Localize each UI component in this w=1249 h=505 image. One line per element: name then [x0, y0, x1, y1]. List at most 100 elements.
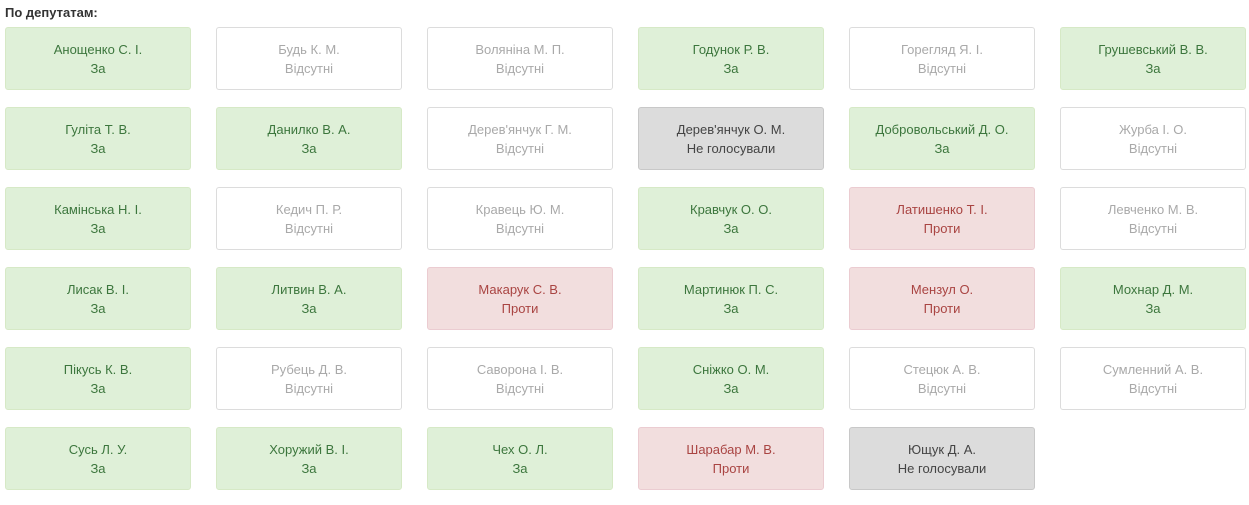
deputy-vote-status: Відсутні: [917, 60, 967, 76]
deputy-vote-status: Проти: [923, 220, 961, 236]
deputy-card: Журба І. О. Відсутні: [1060, 107, 1246, 170]
deputy-card: Левченко М. В. Відсутні: [1060, 187, 1246, 250]
deputy-name: Саворона І. В.: [476, 361, 564, 377]
deputy-card: Горегляд Я. І. Відсутні: [849, 27, 1035, 90]
deputy-card: Сусь Л. У. За: [5, 427, 191, 490]
deputy-name: Ющук Д. А.: [907, 441, 977, 457]
deputy-name: Грушевський В. В.: [1098, 41, 1208, 57]
deputy-card: Грушевський В. В. За: [1060, 27, 1246, 90]
deputy-name: Дерев'янчук Г. М.: [468, 121, 572, 137]
deputy-name: Данилко В. А.: [267, 121, 351, 137]
deputy-name: Мартинюк П. С.: [683, 281, 779, 297]
deputy-vote-status: За: [90, 60, 106, 76]
deputy-name: Камінська Н. І.: [54, 201, 142, 217]
deputy-card: Дерев'янчук О. М. Не голосували: [638, 107, 824, 170]
deputy-name: Гуліта Т. В.: [65, 121, 131, 137]
deputy-name: Кравець Ю. М.: [475, 201, 565, 217]
deputy-vote-status: Відсутні: [284, 380, 334, 396]
deputy-vote-status: За: [723, 300, 739, 316]
deputy-vote-status: За: [90, 460, 106, 476]
deputy-name: Добровольський Д. О.: [875, 121, 1009, 137]
deputy-card: Кравець Ю. М. Відсутні: [427, 187, 613, 250]
deputy-name: Стецюк А. В.: [903, 361, 981, 377]
deputy-name: Кравчук О. О.: [690, 201, 772, 217]
deputy-vote-status: За: [1145, 300, 1161, 316]
deputy-name: Дерев'янчук О. М.: [676, 121, 786, 137]
deputy-name: Анощенко С. І.: [53, 41, 143, 57]
deputy-card: Анощенко С. І. За: [5, 27, 191, 90]
section-heading: По депутатам:: [5, 5, 98, 20]
deputy-vote-status: За: [934, 140, 950, 156]
deputy-card: Стецюк А. В. Відсутні: [849, 347, 1035, 410]
deputy-card: Литвин В. А. За: [216, 267, 402, 330]
deputy-vote-status: Відсутні: [284, 220, 334, 236]
deputy-name: Воляніна М. П.: [475, 41, 565, 57]
deputy-card: Мартинюк П. С. За: [638, 267, 824, 330]
deputy-card: Данилко В. А. За: [216, 107, 402, 170]
deputy-card: Сумленний А. В. Відсутні: [1060, 347, 1246, 410]
deputy-vote-status: За: [90, 300, 106, 316]
deputy-vote-status: За: [90, 140, 106, 156]
deputy-vote-status: За: [723, 60, 739, 76]
deputy-vote-status: За: [301, 140, 317, 156]
deputy-vote-status: Відсутні: [1128, 220, 1178, 236]
deputy-vote-status: Проти: [712, 460, 750, 476]
deputy-name: Журба І. О.: [1119, 121, 1187, 137]
deputy-name: Рубець Д. В.: [271, 361, 347, 377]
deputy-card: Годунок Р. В. За: [638, 27, 824, 90]
deputy-vote-status: За: [90, 380, 106, 396]
deputy-name: Латишенко Т. І.: [896, 201, 988, 217]
deputy-card: Рубець Д. В. Відсутні: [216, 347, 402, 410]
deputy-name: Сумленний А. В.: [1102, 361, 1204, 377]
deputy-vote-status: За: [1145, 60, 1161, 76]
deputy-card: Добровольський Д. О. За: [849, 107, 1035, 170]
deputy-vote-status: За: [512, 460, 528, 476]
deputy-card: Лисак В. І. За: [5, 267, 191, 330]
deputy-vote-status: Відсутні: [284, 60, 334, 76]
deputy-card: Латишенко Т. І. Проти: [849, 187, 1035, 250]
deputy-name: Лисак В. І.: [67, 281, 129, 297]
deputy-card: Гуліта Т. В. За: [5, 107, 191, 170]
deputy-name: Сніжко О. М.: [692, 361, 770, 377]
deputy-name: Будь К. М.: [278, 41, 340, 57]
deputy-name: Хоружий В. І.: [269, 441, 349, 457]
deputy-card: Камінська Н. І. За: [5, 187, 191, 250]
deputy-vote-status: Відсутні: [495, 220, 545, 236]
deputy-name: Годунок Р. В.: [692, 41, 770, 57]
deputy-card: Шарабар М. В. Проти: [638, 427, 824, 490]
deputy-vote-status: Відсутні: [1128, 140, 1178, 156]
deputy-vote-status: Не голосували: [686, 140, 776, 156]
deputy-name: Мохнар Д. М.: [1112, 281, 1194, 297]
deputy-card: Ющук Д. А. Не голосували: [849, 427, 1035, 490]
deputy-vote-status: Відсутні: [495, 140, 545, 156]
deputy-vote-status: За: [301, 300, 317, 316]
deputy-vote-status: За: [723, 380, 739, 396]
deputy-card: Кравчук О. О. За: [638, 187, 824, 250]
deputy-name: Шарабар М. В.: [686, 441, 776, 457]
deputy-card: Воляніна М. П. Відсутні: [427, 27, 613, 90]
deputy-card: Сніжко О. М. За: [638, 347, 824, 410]
deputy-card: Макарук С. В. Проти: [427, 267, 613, 330]
deputy-vote-status: За: [301, 460, 317, 476]
deputy-card: Мензул О. Проти: [849, 267, 1035, 330]
deputy-name: Кедич П. Р.: [275, 201, 343, 217]
deputy-card: Мохнар Д. М. За: [1060, 267, 1246, 330]
deputy-vote-status: За: [90, 220, 106, 236]
deputy-card: Пікусь К. В. За: [5, 347, 191, 410]
deputy-vote-status: Не голосували: [897, 460, 987, 476]
deputy-name: Сусь Л. У.: [68, 441, 128, 457]
deputy-name: Горегляд Я. І.: [901, 41, 983, 57]
deputy-vote-status: Відсутні: [495, 60, 545, 76]
deputy-card: Чех О. Л. За: [427, 427, 613, 490]
deputy-card: Дерев'янчук Г. М. Відсутні: [427, 107, 613, 170]
deputy-vote-status: Відсутні: [1128, 380, 1178, 396]
deputy-vote-status: Проти: [923, 300, 961, 316]
deputy-vote-status: Відсутні: [495, 380, 545, 396]
deputy-card: Хоружий В. І. За: [216, 427, 402, 490]
deputy-vote-status: Відсутні: [917, 380, 967, 396]
deputy-vote-status: Проти: [501, 300, 539, 316]
deputy-name: Пікусь К. В.: [63, 361, 133, 377]
deputy-card: Кедич П. Р. Відсутні: [216, 187, 402, 250]
deputy-name: Чех О. Л.: [492, 441, 548, 457]
deputy-name: Макарук С. В.: [478, 281, 562, 297]
